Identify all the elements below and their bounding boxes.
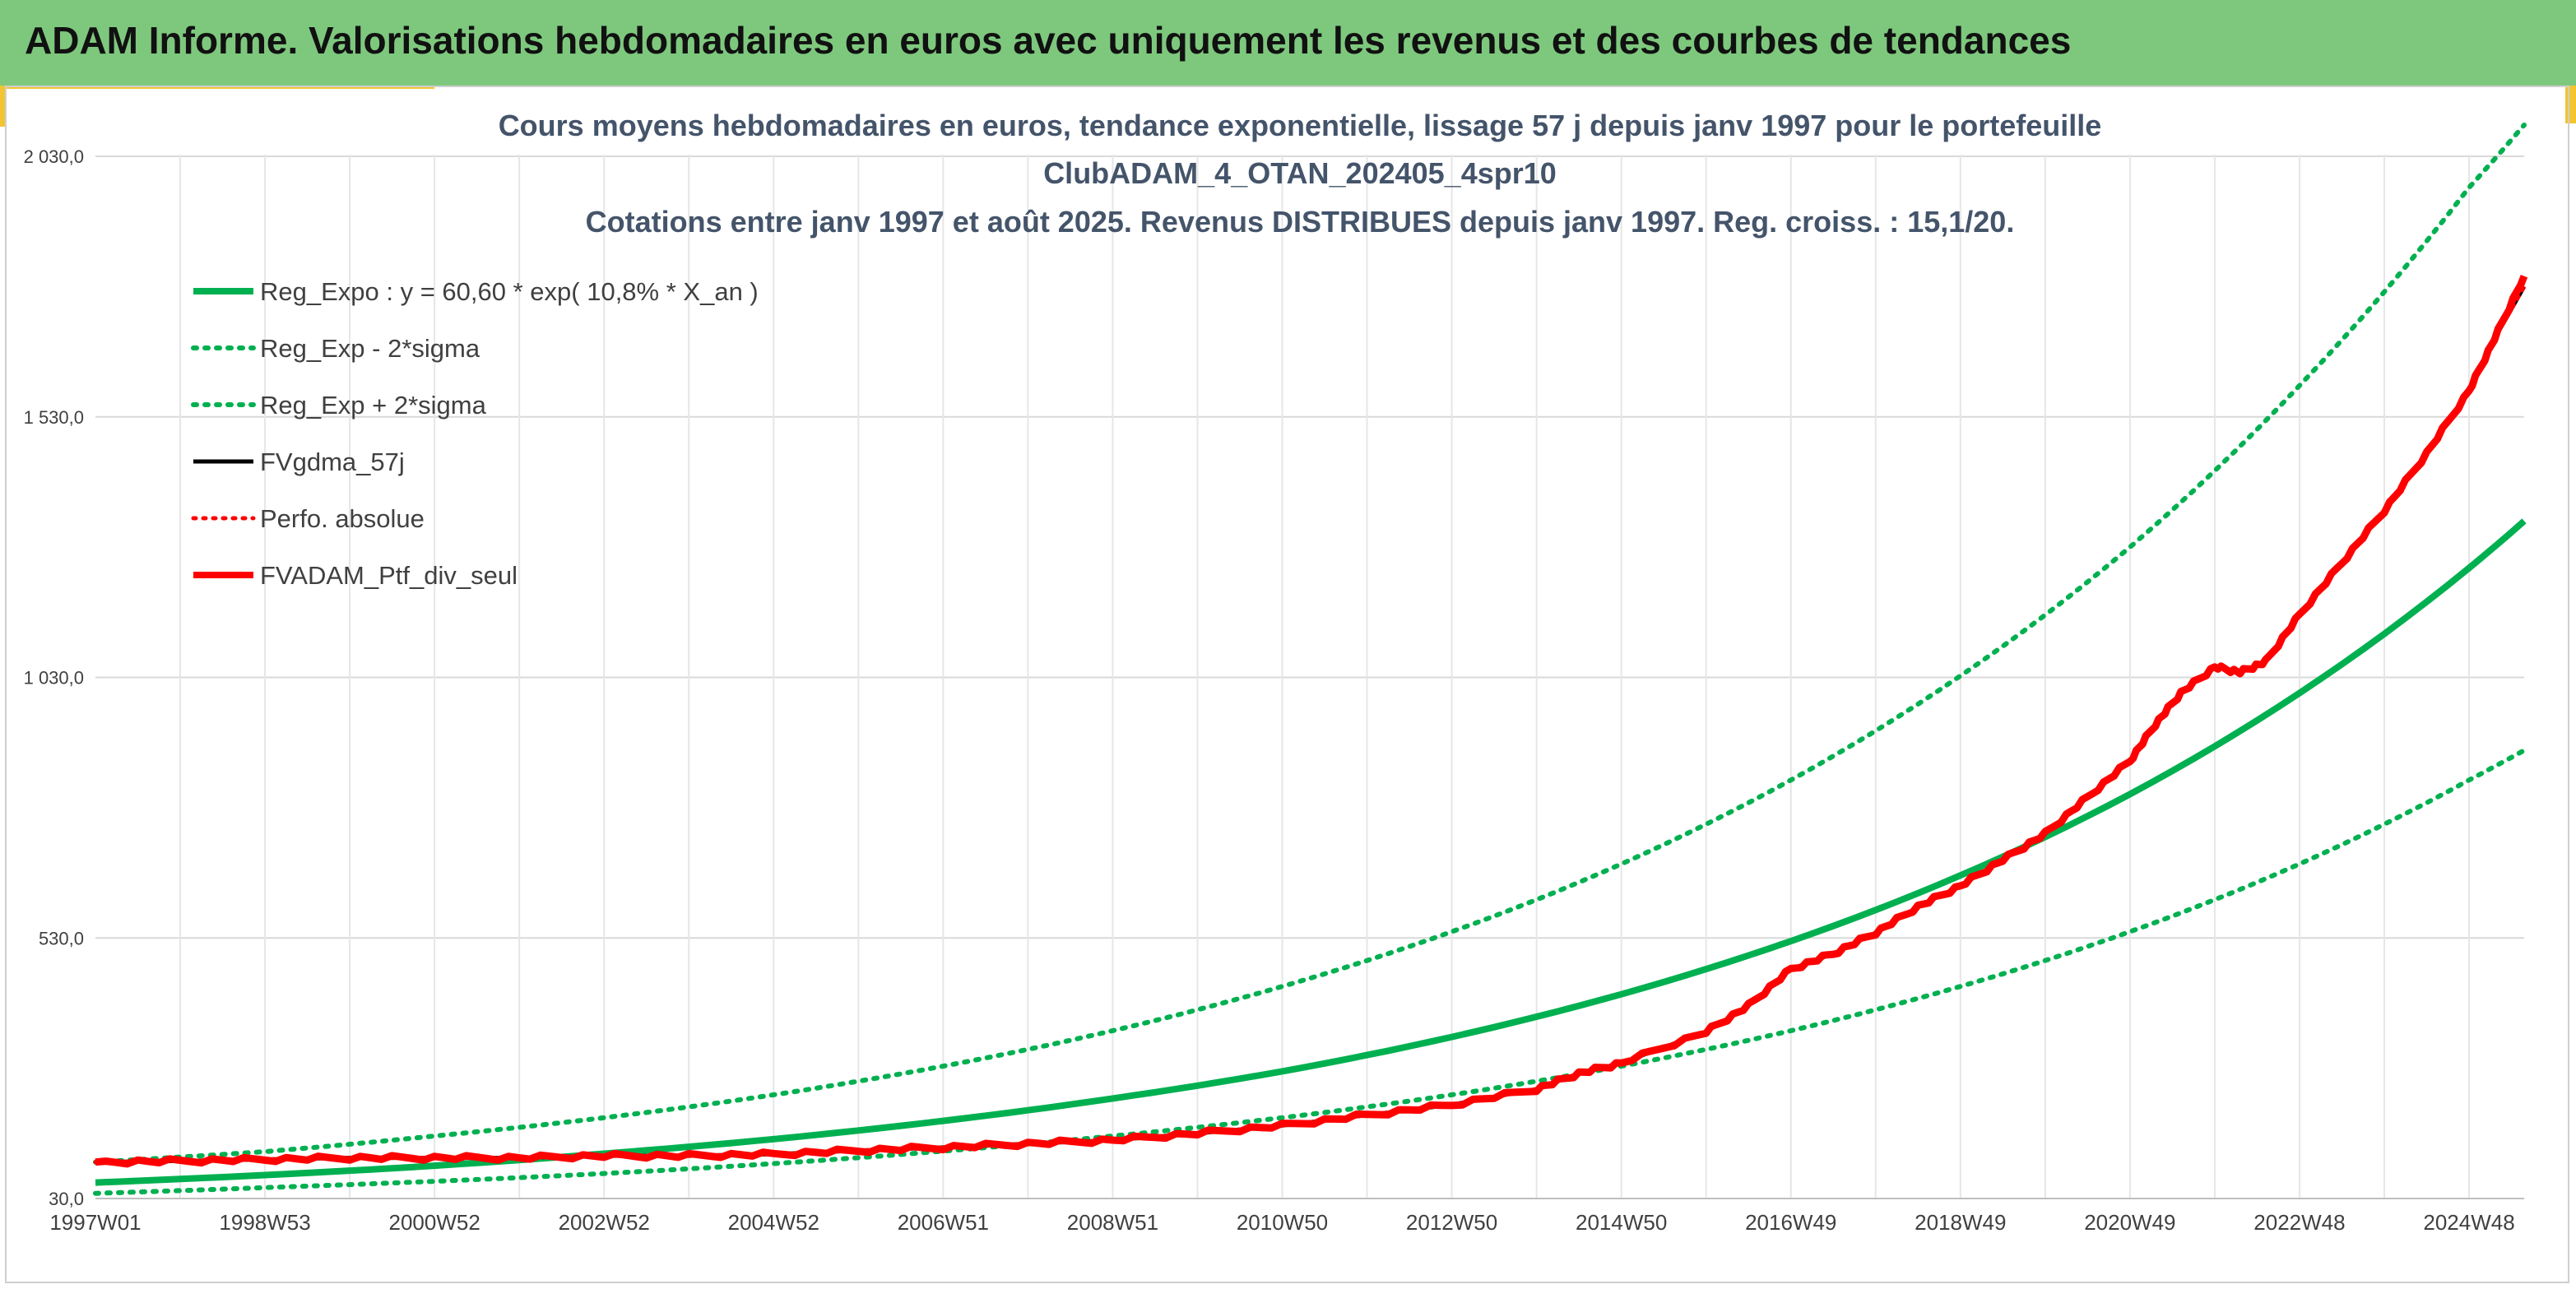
legend-label: Reg_Exp - 2*sigma <box>260 334 480 363</box>
y-tick-label: 30,0 <box>49 1189 84 1209</box>
accent-bar-top <box>7 86 434 89</box>
x-tick-label: 2000W52 <box>388 1210 480 1235</box>
axes: 30,0 530,0 1 030,0 1 530,0 2 030,0 1997W01 199… <box>24 146 2524 1235</box>
legend: Reg_Expo : y = 60,60 * exp( 10,8% * X_an… <box>191 277 759 590</box>
x-tick-label: 1998W53 <box>219 1210 310 1235</box>
x-tick-label: 2002W52 <box>559 1210 650 1235</box>
header-banner: ADAM Informe. Valorisations hebdomadaire… <box>0 0 2576 87</box>
x-tick-label: 2024W48 <box>2423 1210 2514 1235</box>
accent-bar-left <box>0 86 7 127</box>
legend-label: FVADAM_Ptf_div_seul <box>260 561 518 590</box>
chart-title-line: Cours moyens hebdomadaires en euros, ten… <box>499 109 2102 142</box>
legend-label: FVgdma_57j <box>260 447 405 476</box>
series-line-3 <box>93 123 2527 1165</box>
y-tick-label: 2 030,0 <box>24 146 84 167</box>
y-tick-label: 1 530,0 <box>24 407 84 428</box>
legend-label: Reg_Exp + 2*sigma <box>260 391 487 420</box>
x-tick-label: 2004W52 <box>728 1210 819 1235</box>
chart-title-line: Cotations entre janv 1997 et août 2025. … <box>586 205 2015 239</box>
y-tick-label: 1 030,0 <box>24 668 84 689</box>
series-line-2 <box>93 748 2527 1196</box>
x-tick-label: 2022W48 <box>2253 1210 2345 1235</box>
series-line-1 <box>95 518 2527 1186</box>
x-tick-label: 2014W50 <box>1576 1210 1667 1235</box>
chart-titles: Cours moyens hebdomadaires en euros, ten… <box>499 109 2102 239</box>
x-tick-label: 2020W49 <box>2084 1210 2175 1235</box>
banner-title: ADAM Informe. Valorisations hebdomadaire… <box>25 19 2072 62</box>
legend-label: Perfo. absolue <box>260 504 425 533</box>
x-tick-label: 2010W50 <box>1237 1210 1328 1235</box>
x-tick-label: 2012W50 <box>1406 1210 1497 1235</box>
x-tick-label: 2008W51 <box>1067 1210 1158 1235</box>
x-tick-label: 2018W49 <box>1915 1210 2006 1235</box>
x-tick-label: 2016W49 <box>1745 1210 1836 1235</box>
chart-title-line: ClubADAM_4_OTAN_202405_4spr10 <box>1043 156 1557 190</box>
x-tick-label: 1997W01 <box>49 1210 141 1235</box>
series-line-6 <box>95 275 2528 1168</box>
grid <box>95 155 2524 1199</box>
chart-frame <box>5 86 2569 1283</box>
y-tick-label: 530,0 <box>39 928 84 948</box>
x-tick-label: 2006W51 <box>898 1210 989 1235</box>
series-group <box>93 123 2528 1196</box>
legend-label: Reg_Expo : y = 60,60 * exp( 10,8% * X_an… <box>260 277 759 306</box>
